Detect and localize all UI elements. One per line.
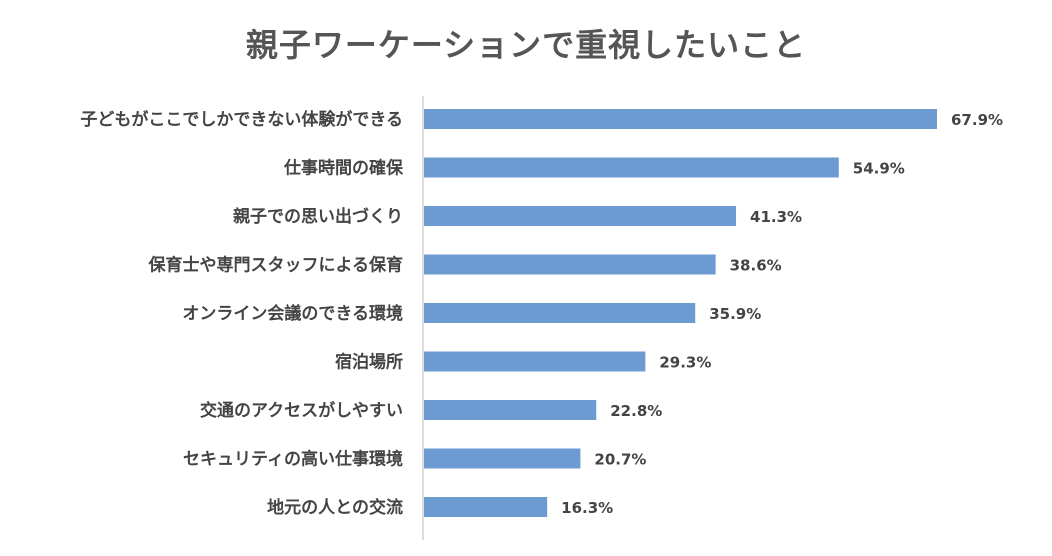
value-label: 54.9% xyxy=(853,160,905,178)
bar xyxy=(424,254,716,275)
bar xyxy=(424,303,696,323)
value-label: 22.8% xyxy=(610,402,662,420)
value-label: 29.3% xyxy=(659,354,711,372)
bar xyxy=(424,497,548,517)
category-label: 交通のアクセスがしやすい xyxy=(200,400,403,421)
category-label: オンライン会議のできる環境 xyxy=(182,303,403,324)
value-label: 67.9% xyxy=(951,111,1003,129)
chart-title: 親子ワーケーションで重視したいこと xyxy=(245,26,807,64)
value-label: 38.6% xyxy=(730,257,782,275)
value-label: 20.7% xyxy=(594,451,646,469)
value-label: 41.3% xyxy=(750,208,802,226)
category-label: 地元の人との交流 xyxy=(267,497,403,518)
bar xyxy=(424,448,581,469)
value-label: 16.3% xyxy=(561,499,613,517)
category-label: 保育士や専門スタッフによる保育 xyxy=(148,255,404,276)
category-label: セキュリティの高い仕事環境 xyxy=(183,449,403,470)
bar xyxy=(424,109,937,129)
category-label: 仕事時間の確保 xyxy=(283,158,404,179)
category-label: 親子での思い出づくり xyxy=(233,206,403,227)
category-label: 子どもがここでしかできない体験ができる xyxy=(80,109,403,130)
value-label: 35.9% xyxy=(709,305,761,323)
bar xyxy=(424,351,646,372)
bar xyxy=(424,157,839,178)
bar xyxy=(424,400,597,420)
category-label: 宿泊場所 xyxy=(335,352,403,373)
bar xyxy=(424,206,737,226)
